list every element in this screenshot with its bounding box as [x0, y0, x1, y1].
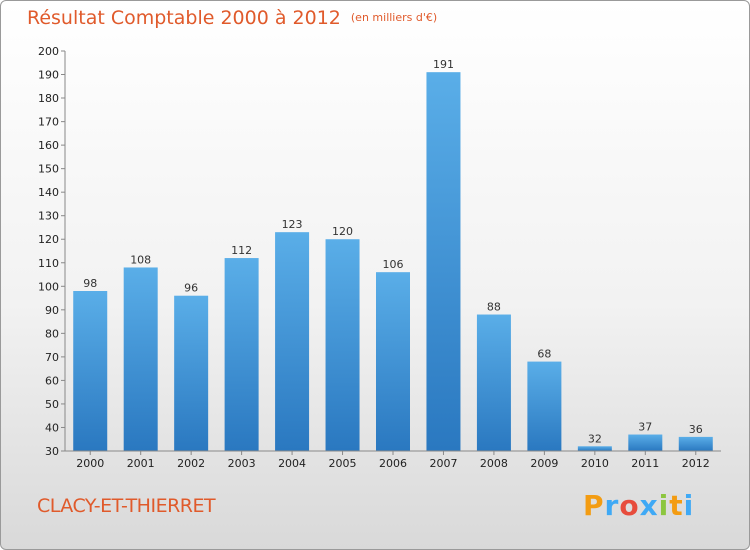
value-label: 36 [689, 423, 703, 436]
x-tick-label: 2003 [228, 457, 256, 470]
value-label: 123 [282, 218, 303, 231]
bar-2005 [325, 239, 360, 451]
value-label: 120 [332, 225, 353, 238]
value-label: 106 [383, 258, 404, 271]
y-tick-label: 200 [38, 45, 59, 58]
value-label: 96 [184, 282, 198, 295]
x-tick-label: 2010 [581, 457, 609, 470]
logo-letter: t [669, 489, 684, 522]
x-tick-label: 2000 [76, 457, 104, 470]
x-tick-label: 2008 [480, 457, 508, 470]
bar-2012 [678, 436, 713, 451]
y-tick-label: 40 [45, 421, 59, 434]
value-label: 98 [83, 277, 97, 290]
bar-series: 98 108 96 112 123 120 106 191 88 68 32 37 36 [73, 58, 713, 452]
x-tick-label: 2012 [682, 457, 710, 470]
logo-letter: i [683, 489, 695, 522]
y-tick-label: 90 [45, 304, 59, 317]
bar-2008 [476, 314, 511, 451]
x-tick-label: 2004 [278, 457, 306, 470]
y-tick-label: 120 [38, 233, 59, 246]
y-tick-label: 190 [38, 69, 59, 82]
x-tick-label: 2009 [530, 457, 558, 470]
chart-title-text: Résultat Comptable 2000 à 2012 [27, 7, 341, 29]
x-tick-label: 2001 [127, 457, 155, 470]
y-tick-label: 160 [38, 139, 59, 152]
bar-2007 [426, 72, 461, 452]
proxiti-logo: Proxiti [583, 489, 694, 522]
value-label: 68 [537, 348, 551, 361]
bar-2003 [224, 258, 259, 451]
logo-letter: o [619, 489, 640, 522]
chart-title: Résultat Comptable 2000 à 2012 (en millie… [27, 7, 437, 29]
y-tick-label: 170 [38, 116, 59, 129]
y-axis: 30 40 50 60 70 80 90 100 110 120 130 140 150 160 170 18… [38, 45, 66, 458]
value-label: 37 [638, 421, 652, 434]
x-tick-label: 2005 [329, 457, 357, 470]
bar-2002 [174, 295, 209, 451]
y-tick-label: 130 [38, 210, 59, 223]
value-label: 191 [433, 58, 454, 71]
bar-2011 [628, 434, 663, 451]
y-tick-label: 80 [45, 327, 59, 340]
y-tick-label: 60 [45, 374, 59, 387]
y-tick-label: 100 [38, 280, 59, 293]
bar-2000 [73, 291, 108, 451]
bar-2004 [275, 232, 310, 451]
bar-2001 [123, 267, 158, 451]
city-name: CLACY-ET-THIERRET [37, 495, 216, 517]
logo-letter: r [604, 489, 620, 522]
bar-2006 [376, 272, 410, 451]
value-label: 112 [231, 244, 252, 257]
y-tick-label: 180 [38, 92, 59, 105]
x-tick-label: 2006 [379, 457, 407, 470]
value-label: 32 [588, 432, 602, 445]
y-tick-label: 70 [45, 351, 59, 364]
logo-letter: P [583, 489, 605, 522]
y-tick-label: 140 [38, 186, 59, 199]
y-tick-label: 50 [45, 398, 59, 411]
value-label: 88 [487, 301, 501, 314]
x-tick-label: 2011 [631, 457, 659, 470]
x-axis: 2000 2001 2002 2003 2004 2005 2006 2007 2008 2009… [65, 450, 721, 470]
value-label: 108 [130, 253, 151, 266]
y-tick-label: 30 [45, 445, 59, 458]
unit-note: (en milliers d'€) [350, 11, 438, 24]
x-tick-label: 2007 [429, 457, 457, 470]
y-tick-label: 150 [38, 163, 59, 176]
bar-2010 [577, 446, 612, 451]
bar-2009 [527, 361, 562, 451]
logo-letter: x [639, 489, 659, 522]
x-tick-label: 2002 [177, 457, 205, 470]
logo-letter: i [658, 489, 670, 522]
y-tick-label: 110 [38, 257, 59, 270]
